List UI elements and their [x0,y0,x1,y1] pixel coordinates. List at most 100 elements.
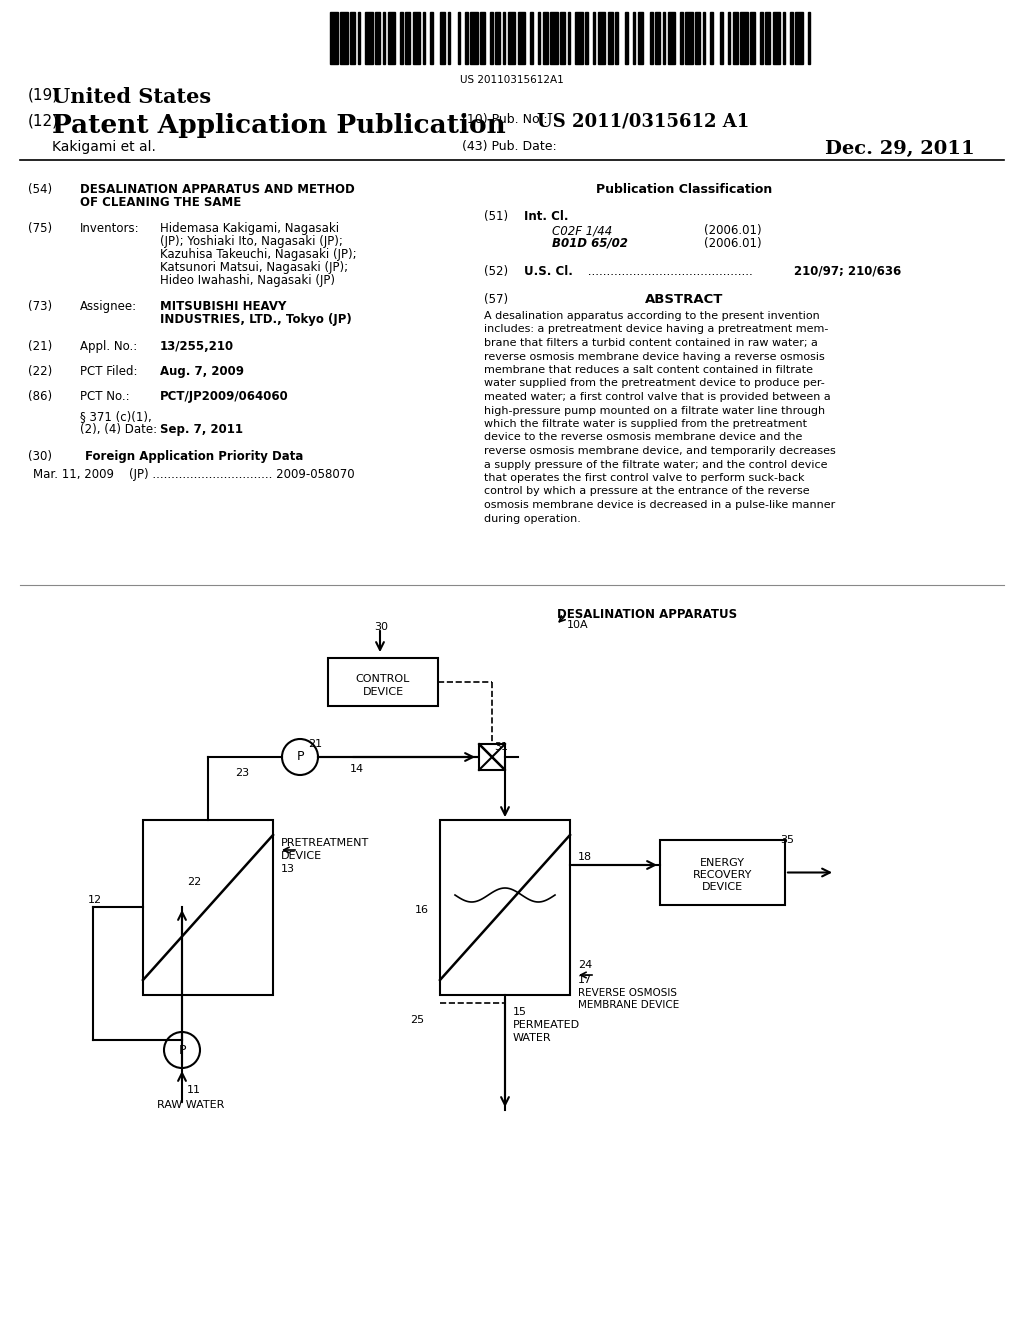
Bar [727,12,730,63]
Text: water supplied from the pretreatment device to produce per-: water supplied from the pretreatment dev… [484,379,824,388]
Bar [607,12,612,63]
Bar [387,12,395,63]
Text: Aug. 7, 2009: Aug. 7, 2009 [160,366,244,378]
Text: Appl. No.:: Appl. No.: [80,341,137,352]
Text: osmosis membrane device is decreased in a pulse-like manner: osmosis membrane device is decreased in … [484,500,836,510]
Bar [695,12,700,63]
Text: 15: 15 [513,1007,527,1016]
Text: REVERSE OSMOSIS: REVERSE OSMOSIS [578,987,677,998]
Bar [508,12,515,63]
Text: Inventors:: Inventors: [80,222,139,235]
Text: 11: 11 [187,1085,201,1096]
Text: brane that filters a turbid content contained in raw water; a: brane that filters a turbid content cont… [484,338,818,348]
Bar [328,657,438,706]
Text: RAW WATER: RAW WATER [157,1100,224,1110]
Bar [517,12,525,63]
Text: (2006.01): (2006.01) [705,238,762,249]
Text: DEVICE: DEVICE [281,851,323,861]
Text: MITSUBISHI HEAVY: MITSUBISHI HEAVY [160,300,287,313]
Text: (75): (75) [28,222,52,235]
Bar [702,12,705,63]
Text: Sep. 7, 2011: Sep. 7, 2011 [160,422,243,436]
Bar [650,12,652,63]
Text: INDUSTRIES, LTD., Tokyo (JP): INDUSTRIES, LTD., Tokyo (JP) [160,313,352,326]
Bar [638,12,642,63]
Text: DEVICE: DEVICE [362,686,403,697]
Text: (57): (57) [484,293,508,306]
Text: which the filtrate water is supplied from the pretreatment: which the filtrate water is supplied fro… [484,418,807,429]
Text: Assignee:: Assignee: [80,300,137,313]
Text: Int. Cl.: Int. Cl. [524,210,568,223]
Text: (86): (86) [28,389,52,403]
Text: DEVICE: DEVICE [701,882,743,892]
Text: 23: 23 [234,768,249,777]
Bar [760,12,763,63]
Text: reverse osmosis membrane device having a reverse osmosis: reverse osmosis membrane device having a… [484,351,824,362]
Text: U.S. Cl.: U.S. Cl. [524,265,572,279]
Text: Publication Classification: Publication Classification [596,183,772,195]
Text: PCT No.:: PCT No.: [80,389,130,403]
Text: ABSTRACT: ABSTRACT [645,293,723,306]
Text: PCT Filed:: PCT Filed: [80,366,137,378]
Text: Kazuhisa Takeuchi, Nagasaki (JP);: Kazuhisa Takeuchi, Nagasaki (JP); [160,248,356,261]
Text: (21): (21) [28,341,52,352]
Text: device to the reverse osmosis membrane device and the: device to the reverse osmosis membrane d… [484,433,803,442]
Bar [423,12,425,63]
Text: (JP); Yoshiaki Ito, Nagasaki (JP);: (JP); Yoshiaki Ito, Nagasaki (JP); [160,235,343,248]
Text: (73): (73) [28,300,52,313]
Bar [750,12,755,63]
Text: DESALINATION APPARATUS AND METHOD: DESALINATION APPARATUS AND METHOD [80,183,354,195]
Text: meated water; a first control valve that is provided between a: meated water; a first control valve that… [484,392,830,403]
Bar [680,12,683,63]
Text: (22): (22) [28,366,52,378]
Text: (51): (51) [484,210,508,223]
Bar [660,840,785,906]
Text: control by which a pressure at the entrance of the reverse: control by which a pressure at the entra… [484,487,810,496]
Text: 30: 30 [374,622,388,632]
Text: Katsunori Matsui, Nagasaki (JP);: Katsunori Matsui, Nagasaki (JP); [160,261,348,275]
Text: (54): (54) [28,183,52,195]
Text: Mar. 11, 2009    (JP) ................................ 2009-058070: Mar. 11, 2009 (JP) .....................… [33,469,354,480]
Bar [480,12,485,63]
Text: a supply pressure of the filtrate water; and the control device: a supply pressure of the filtrate water;… [484,459,827,470]
Text: (52): (52) [484,265,508,279]
Bar [655,12,660,63]
Text: Foreign Application Priority Data: Foreign Application Priority Data [85,450,303,463]
Text: (2), (4) Date:: (2), (4) Date: [80,422,157,436]
Text: during operation.: during operation. [484,513,581,524]
Bar [668,12,675,63]
Text: 35: 35 [780,836,794,845]
Text: A desalination apparatus according to the present invention: A desalination apparatus according to th… [484,312,820,321]
Bar [375,12,380,63]
Text: RECOVERY: RECOVERY [693,870,753,880]
Text: OF CLEANING THE SAME: OF CLEANING THE SAME [80,195,242,209]
Text: 18: 18 [578,851,592,862]
Bar [615,12,617,63]
Text: 10A: 10A [567,620,589,630]
Bar [790,12,793,63]
Bar [143,820,273,995]
Bar [720,12,723,63]
Text: P: P [178,1044,185,1056]
Bar [685,12,692,63]
Bar [530,12,532,63]
Text: 210/97; 210/636: 210/97; 210/636 [794,265,901,279]
Bar [772,12,780,63]
Bar [633,12,635,63]
Bar [458,12,460,63]
Bar [340,12,347,63]
Text: includes: a pretreatment device having a pretreatment mem-: includes: a pretreatment device having a… [484,325,828,334]
Bar [808,12,810,63]
Text: Hideo Iwahashi, Nagasaki (JP): Hideo Iwahashi, Nagasaki (JP) [160,275,335,286]
Text: § 371 (c)(1),: § 371 (c)(1), [80,411,152,422]
Bar [350,12,355,63]
Bar [495,12,500,63]
Bar [400,12,402,63]
Text: US 20110315612A1: US 20110315612A1 [460,75,564,84]
Text: 25: 25 [410,1015,424,1026]
Bar [593,12,595,63]
Text: 14: 14 [350,764,365,774]
Bar [430,12,432,63]
Text: MEMBRANE DEVICE: MEMBRANE DEVICE [578,1001,679,1010]
Text: DESALINATION APPARATUS: DESALINATION APPARATUS [557,609,737,620]
